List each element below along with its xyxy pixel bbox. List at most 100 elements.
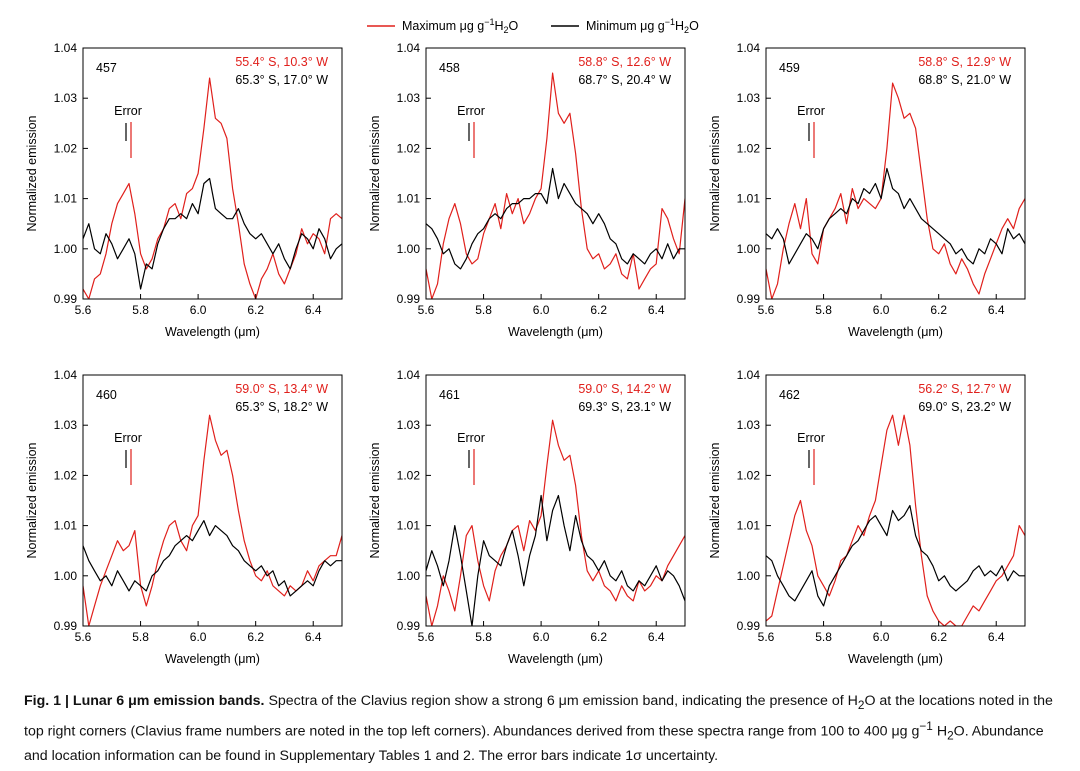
x-axis-label: Wavelength (μm) [508,652,603,666]
plot-frame [82,374,343,627]
x-axis-label: Wavelength (μm) [165,325,260,339]
y-axis-label: Normalized emission [25,442,39,558]
x-tick-label: 5.8 [132,303,149,317]
legend-max-label: Maximum μg g−1H2O [402,17,519,35]
plot-frame [425,47,686,300]
y-tick-label: 1.03 [737,91,761,105]
caption-text-3: H [932,723,948,740]
y-tick-label: 1.01 [737,519,761,533]
frame-number: 458 [439,61,460,75]
location-min: 69.3° S, 23.1° W [578,400,671,414]
caption-subscript-2: 2 [947,728,954,743]
x-axis-label: Wavelength (μm) [165,652,260,666]
panel-grid: 0.99 1.00 1.01 1.02 1.03 1.04 5.6 5.8 6.0 6.2 6.4 W… [25,41,1026,666]
y-tick-label: 1.00 [397,569,421,583]
plot-frame [765,374,1026,627]
frame-number: 462 [779,388,800,402]
legend: Maximum μg g−1H2O Minimum μg g−1H2O [367,17,699,35]
chart-panel-459: 0.99 1.00 1.01 1.02 1.03 1.04 5.6 5.8 6.0 6.2 6.4 W… [708,41,1026,339]
plot-frame [82,47,343,300]
caption-superscript: −1 [919,718,933,733]
y-tick-label: 1.02 [54,468,78,482]
x-tick-label: 6.4 [648,303,665,317]
x-tick-label: 6.0 [190,303,207,317]
x-tick-label: 5.6 [75,630,92,644]
series-line-max [83,414,342,626]
y-tick-label: 1.03 [397,418,421,432]
series-line-max [426,72,685,299]
x-tick-label: 6.2 [590,303,607,317]
frame-number: 457 [96,61,117,75]
x-tick-label: 5.8 [132,630,149,644]
y-tick-label: 0.99 [397,619,421,633]
y-tick-label: 0.99 [397,292,421,306]
x-tick-label: 6.0 [533,630,550,644]
y-tick-label: 0.99 [54,619,78,633]
x-tick-label: 5.8 [475,630,492,644]
figure-caption: Fig. 1 | Lunar 6 μm emission bands. Spec… [24,691,1059,767]
x-tick-label: 5.6 [758,303,775,317]
location-max: 59.0° S, 13.4° W [235,382,328,396]
y-tick-label: 1.00 [54,242,78,256]
x-tick-label: 5.8 [815,630,832,644]
frame-number: 461 [439,388,460,402]
location-max: 55.4° S, 10.3° W [235,55,328,69]
x-tick-label: 6.4 [988,303,1005,317]
y-tick-label: 1.00 [737,569,761,583]
y-tick-label: 1.04 [737,368,761,382]
caption-title: Fig. 1 | Lunar 6 μm emission bands. [24,693,265,709]
y-tick-label: 1.00 [737,242,761,256]
x-tick-label: 6.2 [247,303,264,317]
error-label: Error [797,431,825,445]
x-tick-label: 6.4 [988,630,1005,644]
plot-frame [765,47,1026,300]
series-line-max [766,82,1025,299]
error-label: Error [114,431,142,445]
legend-min-label: Minimum μg g−1H2O [586,17,699,35]
x-tick-label: 6.4 [305,303,322,317]
location-max: 59.0° S, 14.2° W [578,382,671,396]
error-label: Error [114,104,142,118]
y-tick-label: 0.99 [737,292,761,306]
location-min: 68.7° S, 20.4° W [578,73,671,87]
series-line-min [426,494,685,626]
x-tick-label: 6.0 [190,630,207,644]
y-tick-label: 1.01 [737,192,761,206]
frame-number: 459 [779,61,800,75]
error-label: Error [457,104,485,118]
series-line-min [766,504,1025,607]
x-tick-label: 6.2 [930,630,947,644]
y-axis-label: Normalized emission [368,115,382,231]
location-max: 58.8° S, 12.6° W [578,55,671,69]
caption-text-1: Spectra of the Clavius region show a str… [264,693,858,709]
x-tick-label: 5.8 [475,303,492,317]
x-tick-label: 5.6 [418,630,435,644]
series-line-max [766,414,1025,626]
y-tick-label: 1.02 [737,141,761,155]
y-tick-label: 1.03 [737,418,761,432]
y-tick-label: 1.02 [397,468,421,482]
x-tick-label: 5.8 [815,303,832,317]
x-tick-label: 5.6 [75,303,92,317]
y-axis-label: Normalized emission [708,442,722,558]
series-line-min [83,519,342,597]
x-tick-label: 6.4 [648,630,665,644]
location-min: 69.0° S, 23.2° W [918,400,1011,414]
caption-text-2: O at the locations noted in the top righ… [24,693,1053,740]
chart-panel-460: 0.99 1.00 1.01 1.02 1.03 1.04 5.6 5.8 6.0 6.2 6.4 W… [25,368,343,666]
x-axis-label: Wavelength (μm) [848,325,943,339]
y-tick-label: 1.01 [54,192,78,206]
caption-text-4: O. Abundance and location information ca… [24,723,1044,765]
chart-panel-457: 0.99 1.00 1.01 1.02 1.03 1.04 5.6 5.8 6.0 6.2 6.4 W… [25,41,343,339]
location-min: 65.3° S, 17.0° W [235,73,328,87]
error-label: Error [797,104,825,118]
series-line-min [83,177,342,290]
y-tick-label: 1.04 [397,41,421,55]
location-min: 65.3° S, 18.2° W [235,400,328,414]
chart-panel-461: 0.99 1.00 1.01 1.02 1.03 1.04 5.6 5.8 6.0 6.2 6.4 W… [368,368,686,666]
y-tick-label: 1.00 [54,569,78,583]
caption-subscript-1: 2 [857,697,865,712]
plot-frame [425,374,686,627]
x-axis-label: Wavelength (μm) [508,325,603,339]
chart-panel-462: 0.99 1.00 1.01 1.02 1.03 1.04 5.6 5.8 6.0 6.2 6.4 W… [708,368,1026,666]
